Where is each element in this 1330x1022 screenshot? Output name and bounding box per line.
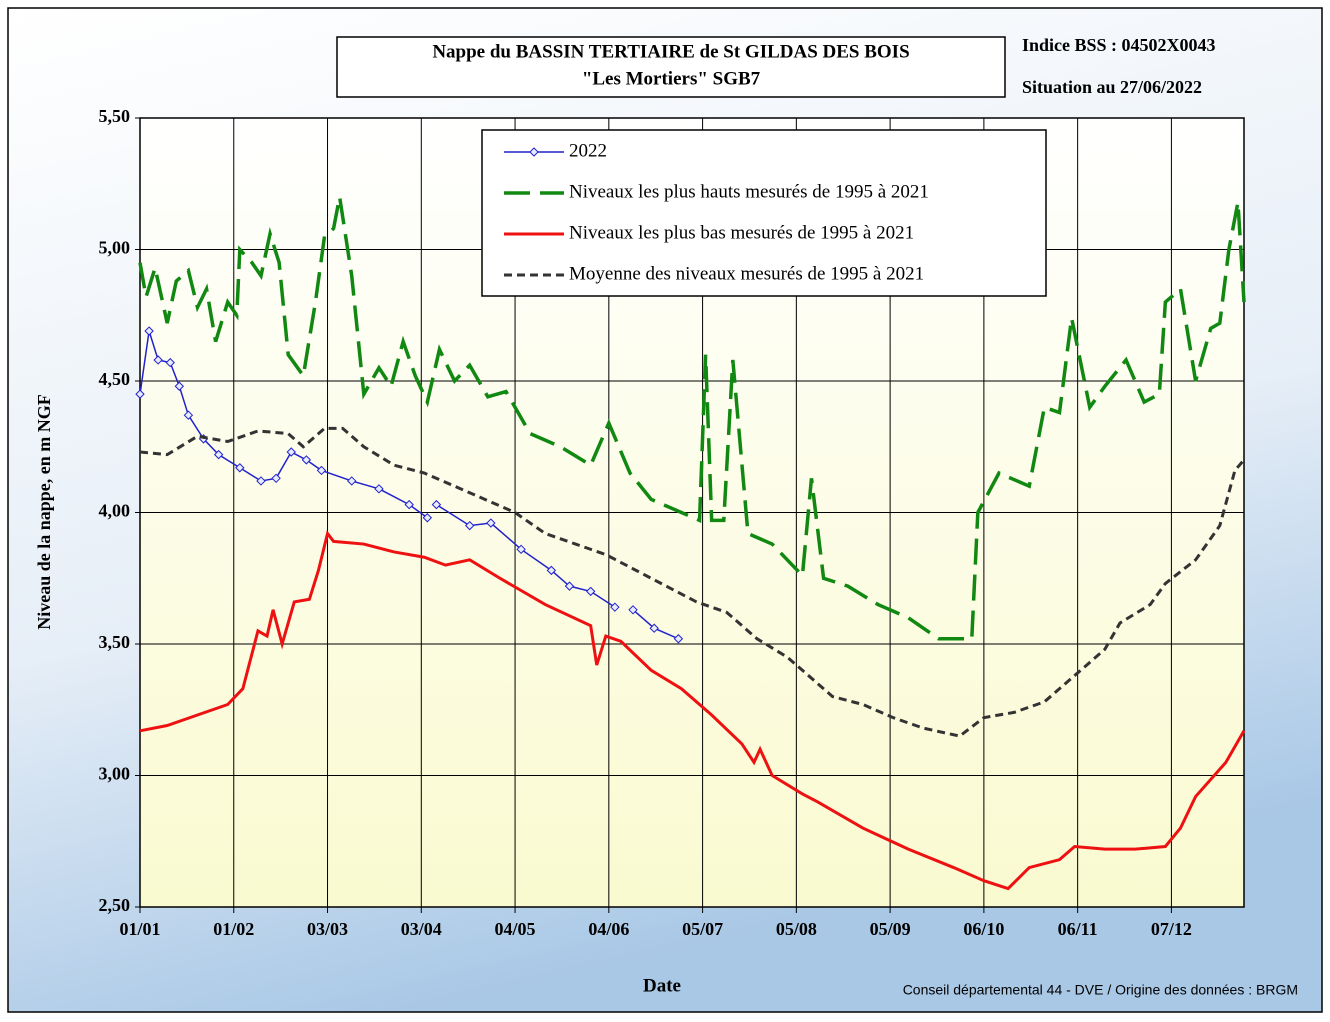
x-tick-label: 06/10 [963, 919, 1004, 939]
data-point [316, 465, 327, 476]
chart-title: Nappe du BASSIN TERTIAIRE de St GILDAS D… [432, 41, 909, 62]
legend-label: 2022 [569, 140, 607, 161]
data-point [564, 581, 575, 591]
data-point [174, 381, 185, 391]
y-tick-label: 3,50 [99, 632, 131, 652]
data-point [431, 499, 442, 510]
series-line [139, 426, 1246, 738]
data-point [374, 484, 384, 494]
x-axis-label: Date [643, 975, 681, 996]
x-tick-label: 05/09 [870, 919, 911, 939]
data-point [256, 476, 266, 486]
y-axis-label: Niveau de la nappe, en m NGF [34, 394, 54, 630]
data-point [404, 499, 414, 510]
data-point [183, 410, 194, 420]
legend-box [481, 129, 1047, 297]
legend-marker [529, 147, 539, 157]
data-point [610, 602, 620, 612]
data-point [486, 518, 496, 528]
data-point [144, 326, 154, 336]
data-point [516, 544, 526, 555]
y-tick-label: 4,00 [99, 501, 131, 521]
x-tick-label: 04/05 [495, 919, 536, 939]
data-point [673, 634, 684, 644]
y-tick-label: 4,50 [99, 369, 131, 389]
data-point [235, 463, 245, 473]
x-tick-label: 04/06 [588, 919, 629, 939]
legend-label: Moyenne des niveaux mesurés de 1995 à 20… [569, 263, 924, 284]
x-tick-label: 01/02 [213, 919, 254, 939]
data-point [464, 520, 475, 531]
source-note: Conseil départemental 44 - DVE / Origine… [903, 982, 1298, 998]
y-tick-label: 5,50 [99, 106, 131, 126]
y-tick-label: 2,50 [99, 895, 131, 915]
x-tick-label: 06/11 [1058, 919, 1098, 939]
legend-label: Niveaux les plus bas mesurés de 1995 à 2… [569, 222, 914, 243]
data-point [213, 449, 224, 460]
data-point [165, 357, 175, 368]
data-point [628, 605, 638, 615]
data-point [422, 513, 433, 523]
series-line [138, 196, 1246, 641]
y-tick-label: 5,00 [99, 238, 131, 258]
x-tick-label: 03/03 [307, 919, 348, 939]
data-point [135, 389, 145, 399]
x-tick-label: 03/04 [401, 919, 442, 939]
chart-title: "Les Mortiers" SGB7 [582, 68, 761, 89]
y-tick-label: 3,00 [99, 764, 131, 784]
title-box [336, 36, 1006, 98]
legend-label: Niveaux les plus hauts mesurés de 1995 à… [569, 181, 929, 202]
annotation: Situation au 27/06/2022 [1022, 77, 1202, 97]
data-point [649, 623, 659, 633]
series-line [139, 530, 1246, 891]
data-point [347, 476, 357, 486]
x-tick-label: 05/07 [682, 919, 723, 939]
data-point [585, 586, 596, 597]
data-point [286, 447, 296, 457]
data-point [153, 355, 163, 365]
data-point [301, 455, 312, 465]
plot-border [139, 117, 1245, 908]
x-tick-label: 05/08 [776, 919, 817, 939]
x-tick-label: 01/01 [119, 919, 160, 939]
annotation: Indice BSS : 04502X0043 [1022, 35, 1216, 55]
data-point [271, 473, 281, 484]
data-point [546, 565, 557, 576]
x-tick-label: 07/12 [1151, 919, 1192, 939]
